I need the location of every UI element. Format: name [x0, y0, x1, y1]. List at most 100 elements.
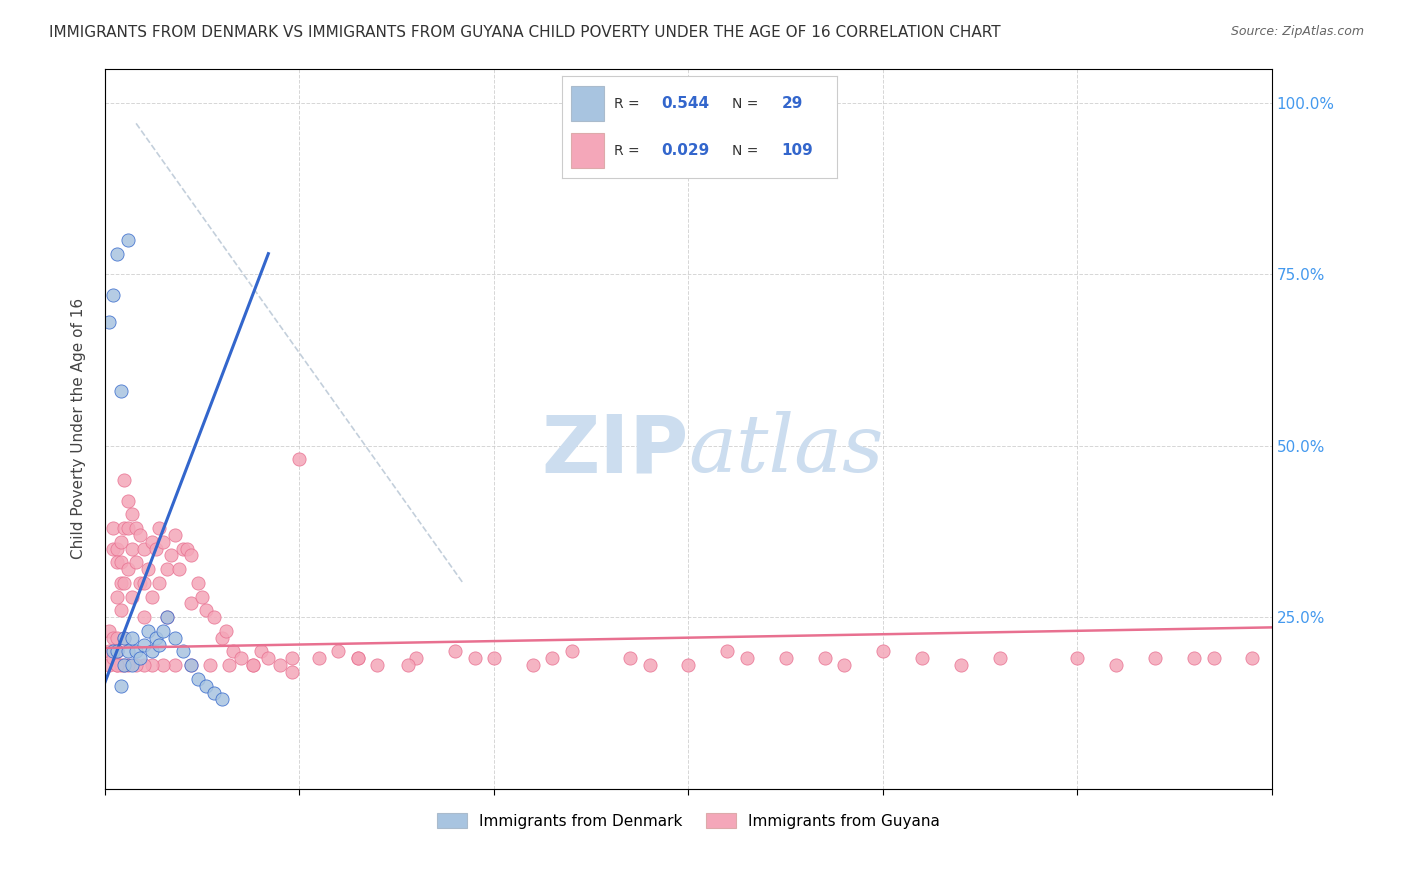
- Point: [176, 541, 198, 556]
- Point: [444, 644, 467, 658]
- Point: [163, 631, 186, 645]
- Point: [152, 658, 174, 673]
- Point: [114, 658, 136, 673]
- Point: [242, 658, 264, 673]
- Point: [872, 644, 894, 658]
- Point: [136, 562, 159, 576]
- Point: [1144, 651, 1167, 665]
- Point: [231, 651, 253, 665]
- Point: [110, 575, 132, 590]
- Point: [110, 603, 132, 617]
- Point: [813, 651, 835, 665]
- Point: [121, 541, 143, 556]
- Point: [101, 288, 124, 302]
- Point: [121, 590, 143, 604]
- Point: [288, 452, 311, 467]
- Point: [180, 658, 202, 673]
- Text: 0.029: 0.029: [661, 144, 710, 158]
- Point: [202, 685, 225, 699]
- Point: [105, 541, 128, 556]
- Point: [105, 631, 128, 645]
- Point: [125, 658, 148, 673]
- Point: [172, 541, 194, 556]
- Point: [152, 534, 174, 549]
- Point: [101, 521, 124, 535]
- Text: IMMIGRANTS FROM DENMARK VS IMMIGRANTS FROM GUYANA CHILD POVERTY UNDER THE AGE OF: IMMIGRANTS FROM DENMARK VS IMMIGRANTS FR…: [49, 25, 1001, 40]
- Point: [148, 638, 170, 652]
- Point: [141, 590, 163, 604]
- Point: [211, 692, 233, 706]
- Point: [105, 644, 128, 658]
- Point: [129, 575, 152, 590]
- Point: [97, 644, 120, 658]
- Point: [180, 596, 202, 610]
- Point: [280, 651, 302, 665]
- Y-axis label: Child Poverty Under the Age of 16: Child Poverty Under the Age of 16: [72, 298, 86, 559]
- Point: [242, 658, 264, 673]
- Point: [257, 651, 280, 665]
- Point: [191, 590, 214, 604]
- Point: [187, 575, 209, 590]
- Point: [121, 507, 143, 521]
- Point: [110, 384, 132, 398]
- Point: [280, 665, 302, 679]
- Point: [911, 651, 934, 665]
- Point: [269, 658, 291, 673]
- Point: [328, 644, 350, 658]
- Point: [105, 658, 128, 673]
- Point: [101, 631, 124, 645]
- Point: [121, 658, 143, 673]
- Point: [101, 541, 124, 556]
- Text: atlas: atlas: [689, 411, 884, 489]
- Point: [1202, 651, 1225, 665]
- Text: 109: 109: [782, 144, 814, 158]
- Point: [110, 534, 132, 549]
- Point: [988, 651, 1011, 665]
- Point: [541, 651, 564, 665]
- FancyBboxPatch shape: [571, 87, 603, 121]
- Text: N =: N =: [733, 96, 759, 111]
- Point: [97, 315, 120, 329]
- Text: 29: 29: [782, 96, 803, 111]
- Point: [187, 672, 209, 686]
- Point: [308, 651, 330, 665]
- Point: [121, 631, 143, 645]
- Point: [132, 638, 155, 652]
- Point: [832, 658, 855, 673]
- Point: [775, 651, 797, 665]
- Point: [132, 658, 155, 673]
- Point: [117, 658, 139, 673]
- Point: [110, 658, 132, 673]
- Point: [949, 658, 972, 673]
- Point: [114, 631, 136, 645]
- Point: [482, 651, 505, 665]
- Point: [125, 521, 148, 535]
- Point: [132, 610, 155, 624]
- Point: [561, 644, 583, 658]
- Point: [114, 521, 136, 535]
- Point: [117, 562, 139, 576]
- Point: [346, 651, 368, 665]
- Point: [141, 644, 163, 658]
- Point: [405, 651, 427, 665]
- Point: [145, 541, 167, 556]
- Point: [735, 651, 758, 665]
- Point: [152, 624, 174, 638]
- Point: [114, 575, 136, 590]
- Point: [125, 644, 148, 658]
- Point: [117, 644, 139, 658]
- Point: [214, 624, 236, 638]
- Point: [156, 610, 179, 624]
- Text: R =: R =: [614, 144, 640, 158]
- Point: [195, 603, 218, 617]
- Point: [195, 679, 218, 693]
- Point: [619, 651, 641, 665]
- Point: [97, 658, 120, 673]
- Point: [114, 631, 136, 645]
- Point: [716, 644, 738, 658]
- Point: [136, 624, 159, 638]
- Point: [156, 562, 179, 576]
- Point: [156, 610, 179, 624]
- Point: [105, 644, 128, 658]
- Point: [105, 590, 128, 604]
